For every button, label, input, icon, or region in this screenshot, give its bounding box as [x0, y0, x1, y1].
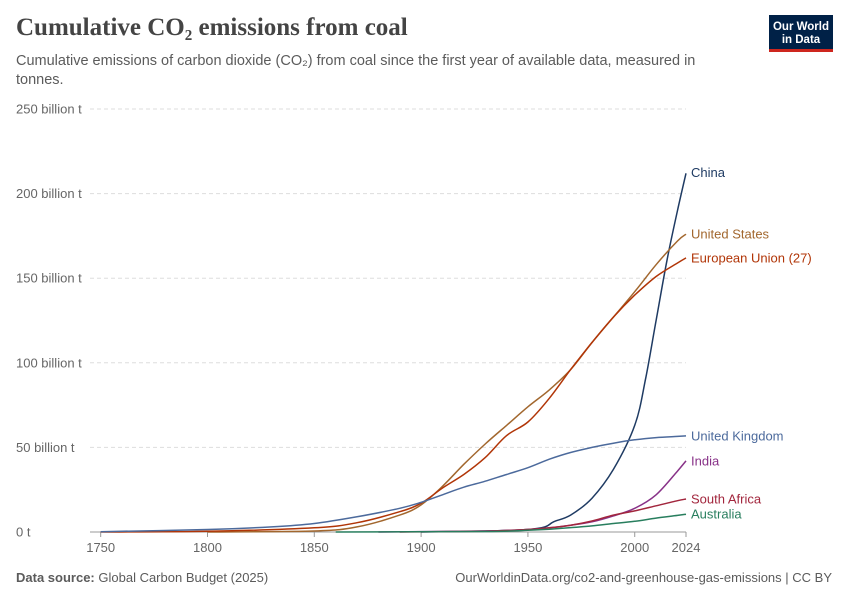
series-end-labels: China United States European Union (27) Uni… [691, 165, 812, 522]
y-tick-label: 150 billion t [16, 271, 82, 286]
x-tick-label: 1900 [407, 540, 436, 555]
series-label-south-africa[interactable]: South Africa [691, 492, 762, 507]
series-label-united-kingdom[interactable]: United Kingdom [691, 428, 784, 443]
url-license[interactable]: OurWorldinData.org/co2-and-greenhouse-ga… [455, 570, 832, 585]
x-tick-label: 1750 [86, 540, 115, 555]
series-label-european-union-27[interactable]: European Union (27) [691, 250, 812, 265]
y-tick-label: 100 billion t [16, 355, 82, 370]
series-line-united-states[interactable] [207, 233, 687, 533]
y-tick-label: 0 t [16, 525, 31, 540]
series-line-european-union-27[interactable] [100, 257, 687, 533]
data-source-label: Data source: [16, 570, 95, 585]
series-label-united-states[interactable]: United States [691, 227, 770, 242]
gridlines [90, 108, 686, 448]
x-tick-label: 1800 [193, 540, 222, 555]
y-axis-labels: 0 t 50 billion t 100 billion t 150 billion … [16, 102, 82, 540]
x-tick-label: 2024 [672, 540, 701, 555]
series-line-china[interactable] [421, 173, 687, 533]
line-chart: 0 t 50 billion t 100 billion t 150 billion … [16, 102, 812, 556]
x-axis: 1750 1800 1850 1900 1950 2000 2024 [86, 531, 701, 555]
data-source: Data source: Global Carbon Budget (2025) [16, 570, 268, 585]
logo-line-2: in Data [781, 33, 821, 46]
y-tick-label: 250 billion t [16, 102, 82, 117]
series-line-united-kingdom[interactable] [100, 435, 687, 533]
data-source-value[interactable]: Global Carbon Budget (2025) [98, 570, 269, 585]
series-label-india[interactable]: India [691, 453, 720, 468]
x-tick-label: 2000 [620, 540, 649, 555]
series-line-australia[interactable] [335, 513, 687, 533]
chart-title: Cumulative CO₂ emissions from coal [16, 14, 408, 41]
chart-subtitle: Cumulative emissions of carbon dioxide (… [16, 53, 696, 88]
y-tick-label: 200 billion t [16, 186, 82, 201]
series-label-australia[interactable]: Australia [691, 507, 742, 522]
series-label-china[interactable]: China [691, 165, 726, 180]
owid-logo[interactable]: Our World in Data [769, 15, 833, 52]
series-lines [100, 173, 687, 533]
y-tick-label: 50 billion t [16, 440, 75, 455]
x-tick-label: 1850 [300, 540, 329, 555]
logo-line-1: Our World [772, 21, 829, 33]
x-tick-label: 1950 [513, 540, 542, 555]
